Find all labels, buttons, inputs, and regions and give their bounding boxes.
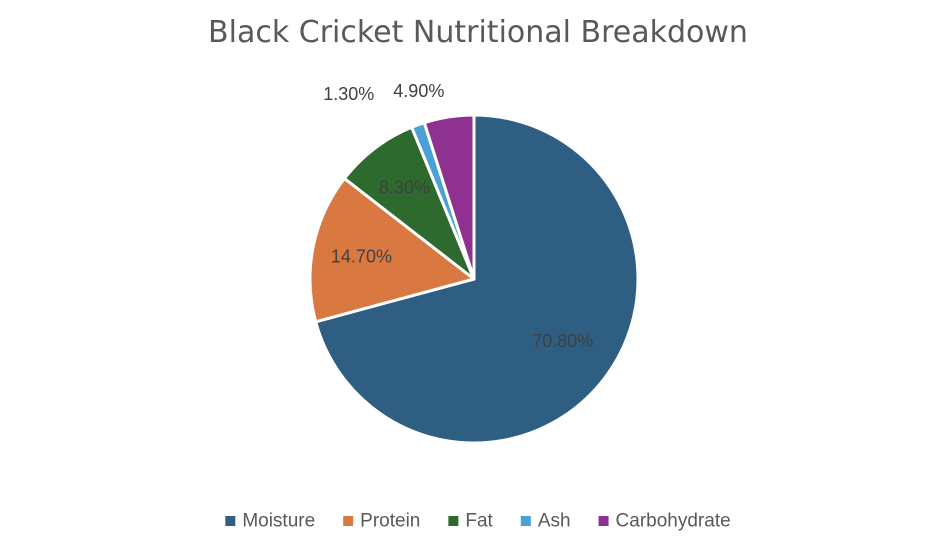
legend-label-carbohydrate: Carbohydrate — [616, 511, 731, 532]
data-label-protein: 14.70% — [331, 246, 392, 266]
data-label-fat: 8.30% — [379, 178, 430, 198]
legend-item-carbohydrate: Carbohydrate — [598, 511, 731, 532]
legend-item-moisture: Moisture — [225, 511, 315, 532]
chart-title: Black Cricket Nutritional Breakdown — [208, 15, 748, 50]
legend-swatch-ash — [520, 516, 531, 526]
data-labels: 70.80% 14.70% 8.30% 1.30% 4.90% — [323, 81, 593, 351]
data-label-ash: 1.30% — [323, 84, 374, 104]
legend-item-ash: Ash — [520, 511, 571, 532]
pie-slices — [308, 113, 640, 445]
legend-label-moisture: Moisture — [242, 511, 315, 532]
pie-slice-fat — [342, 125, 476, 281]
legend: Moisture Protein Fat Ash Carbohydrate — [225, 511, 731, 532]
legend-swatch-fat — [448, 516, 459, 526]
legend-label-fat: Fat — [465, 511, 493, 532]
pie-slice-protein — [308, 176, 476, 324]
legend-item-protein: Protein — [343, 511, 420, 532]
pie-slice-carbohydrate — [422, 113, 476, 281]
legend-swatch-moisture — [225, 516, 236, 526]
legend-swatch-carbohydrate — [598, 516, 609, 526]
legend-swatch-protein — [343, 516, 354, 526]
legend-label-ash: Ash — [538, 511, 571, 532]
legend-item-fat: Fat — [448, 511, 494, 532]
legend-label-protein: Protein — [360, 511, 420, 532]
data-label-moisture: 70.80% — [532, 331, 593, 351]
data-label-carbohydrate: 4.90% — [393, 81, 444, 101]
pie-slice-moisture — [314, 113, 640, 445]
